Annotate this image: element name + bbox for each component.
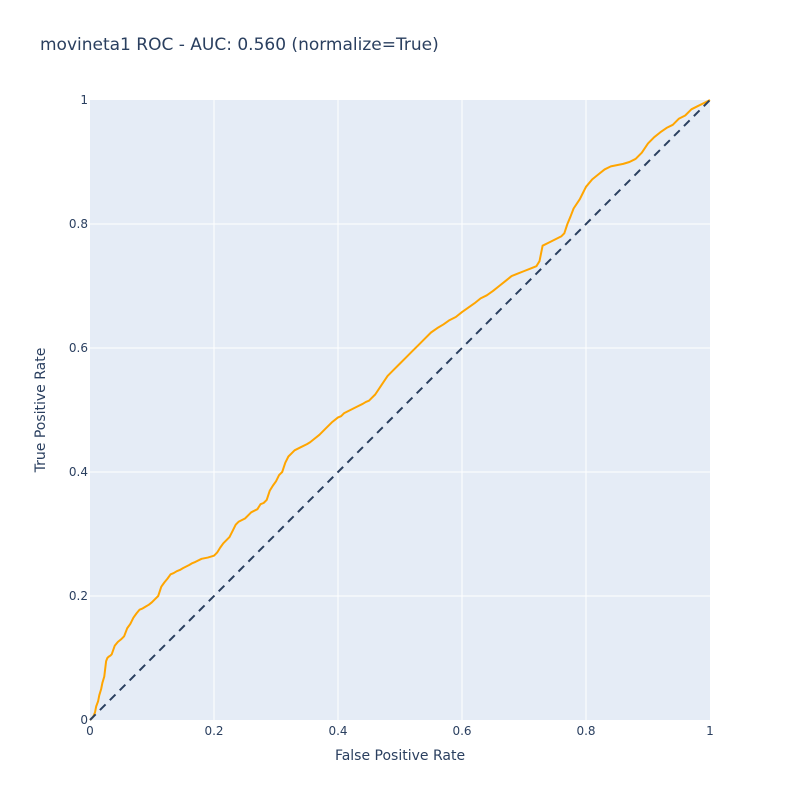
y-tick-label: 0.8 xyxy=(69,217,88,231)
chart-title: movineta1 ROC - AUC: 0.560 (normalize=Tr… xyxy=(40,35,439,55)
grid-lines xyxy=(90,100,710,720)
y-tick-label: 1 xyxy=(80,93,88,107)
x-tick-label: 0.6 xyxy=(452,724,471,738)
x-tick-label: 0.2 xyxy=(204,724,223,738)
y-tick-label: 0.2 xyxy=(69,589,88,603)
y-tick-label: 0.4 xyxy=(69,465,88,479)
x-tick-label: 1 xyxy=(706,724,714,738)
y-tick-labels: 0 0.2 0.4 0.6 0.8 1 xyxy=(69,93,88,727)
y-tick-label: 0.6 xyxy=(69,341,88,355)
x-tick-label: 0.4 xyxy=(328,724,347,738)
x-tick-label: 0 xyxy=(86,724,94,738)
x-axis-title: False Positive Rate xyxy=(335,748,465,764)
roc-curve-line xyxy=(89,99,711,721)
chance-diagonal-line xyxy=(89,99,711,721)
y-axis-title: True Positive Rate xyxy=(33,348,49,474)
series-layer xyxy=(89,99,711,721)
x-tick-label: 0.8 xyxy=(576,724,595,738)
x-tick-labels: 0 0.2 0.4 0.6 0.8 1 xyxy=(86,724,714,738)
y-tick-label: 0 xyxy=(80,713,88,727)
